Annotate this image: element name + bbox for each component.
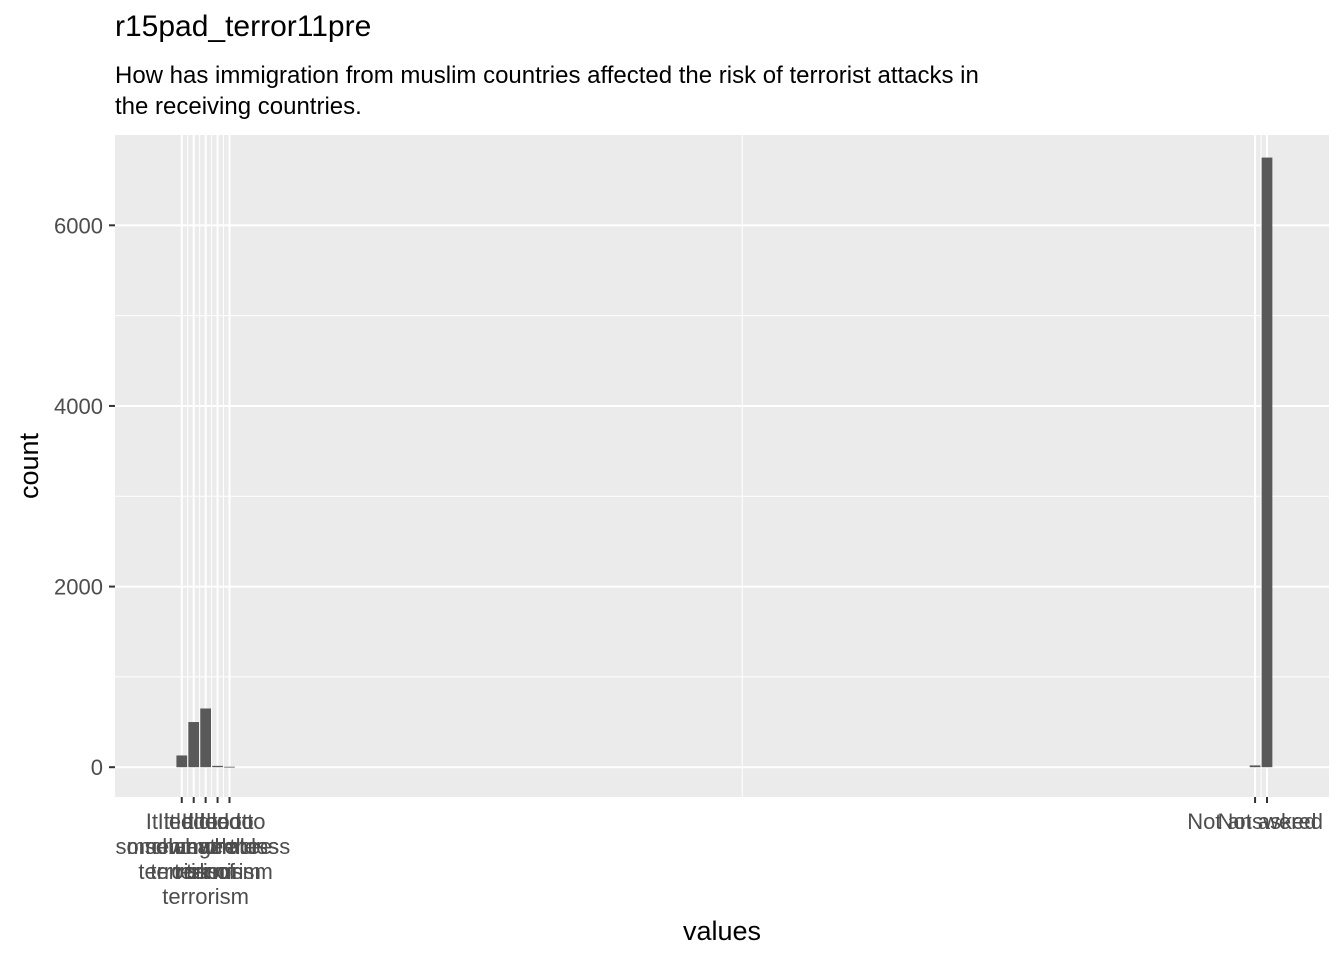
plot-panel [115, 135, 1329, 797]
bar [224, 766, 235, 768]
bar [1261, 157, 1273, 768]
x-tick-label: Not asked [1217, 809, 1316, 834]
bar [212, 765, 223, 768]
bar [176, 755, 188, 768]
x-tick-label: It did not change the risk of terrorism [151, 809, 260, 909]
x-tick-label: It led to much more terrorism [127, 809, 237, 884]
y-tick-label: 6000 [54, 213, 103, 238]
x-tick-label: It led to somewhat less terrorism [145, 809, 291, 884]
x-tick-label: It led to much less terrorism [180, 809, 279, 884]
bar [200, 708, 211, 768]
x-tick-label: It led to somewhat more terrorism [115, 809, 272, 884]
chart-title: r15pad_terror11pre [115, 10, 372, 43]
x-axis-title: values [683, 916, 761, 946]
chart-subtitle: How has immigration from muslim countrie… [115, 62, 979, 120]
bar [188, 722, 200, 768]
y-tick-label: 0 [91, 755, 103, 780]
y-tick-label: 2000 [54, 575, 103, 600]
x-tick-label: Not answered [1187, 809, 1323, 834]
y-axis-title: count [14, 432, 44, 499]
bar [1249, 765, 1261, 768]
y-tick-label: 4000 [54, 394, 103, 419]
